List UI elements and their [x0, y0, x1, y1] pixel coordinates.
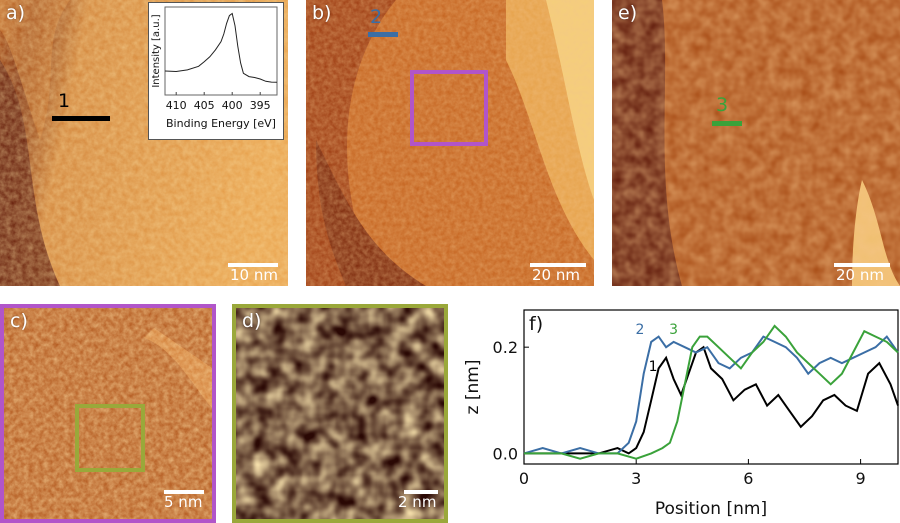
xps-xtick-label: 400 — [222, 99, 243, 112]
scalebar-e — [834, 263, 890, 267]
scalebar-d-label: 2 nm — [398, 493, 437, 511]
roi-box-d — [75, 404, 145, 472]
panel-e-texture — [612, 0, 900, 286]
scalebar-c — [164, 490, 204, 494]
panel-c-label: c) — [10, 310, 28, 332]
panel-a-label: a) — [6, 2, 26, 24]
profile-ylabel: z [nm] — [463, 360, 483, 415]
xps-xtick-label: 395 — [250, 99, 271, 112]
profile-xtick-label: 9 — [856, 469, 866, 488]
panel-c-stm-image: c) 5 nm — [0, 304, 216, 523]
profile-xlabel: Position [nm] — [655, 499, 767, 519]
scalebar-e-label: 20 nm — [836, 266, 884, 284]
profile-xtick-label: 0 — [519, 469, 529, 488]
profile-line-3 — [712, 121, 742, 126]
profile-ytick-label: 0.2 — [493, 338, 518, 357]
panel-d-label: d) — [242, 310, 262, 332]
xps-xtick-label: 410 — [166, 99, 187, 112]
panel-e-stm-image: e) 3 20 nm — [612, 0, 900, 286]
xps-inset: 410 405 400 395 Binding Energy [eV] Intensity… — [148, 2, 284, 140]
panel-b-label: b) — [312, 2, 332, 24]
roi-box-c — [410, 70, 488, 146]
xps-xlabel: Binding Energy [eV] — [166, 117, 276, 130]
profile-xtick-label: 6 — [743, 469, 753, 488]
scalebar-a — [228, 263, 278, 267]
scalebar-c-label: 5 nm — [164, 493, 203, 511]
scalebar-d — [404, 490, 438, 494]
profile-ytick-label: 0.0 — [493, 444, 518, 463]
profile-line-1 — [52, 116, 110, 121]
profile-series-3 — [524, 324, 899, 460]
panel-f-label: f) — [529, 313, 543, 335]
scalebar-a-label: 10 nm — [230, 266, 278, 284]
profile-label-3: 3 — [716, 94, 729, 116]
panel-d-texture — [236, 308, 444, 519]
profile-series-label-1: 1 — [649, 359, 658, 375]
xps-ylabel: Intensity [a.u.] — [151, 14, 162, 87]
profile-label-1: 1 — [58, 90, 71, 112]
profile-chart: 0 3 6 9 0.0 0.2 Position [nm] z [nm] f) 1 2 3 — [463, 309, 899, 519]
xps-spectrum-line — [164, 12, 278, 83]
xps-inset-chart: 410 405 400 395 Binding Energy [eV] Intensity… — [151, 6, 278, 130]
profile-series-2 — [523, 335, 899, 455]
profile-series-label-3: 3 — [669, 322, 678, 338]
xps-xtick-label: 405 — [194, 99, 215, 112]
profile-label-2: 2 — [370, 6, 383, 28]
panel-f-line-profiles: 0 3 6 9 0.0 0.2 Position [nm] z [nm] f) 1 2 3 — [458, 304, 900, 523]
panel-a-stm-image: a) 1 10 nm 410 405 400 395 Binding Energy [e… — [0, 0, 288, 286]
panel-b-stm-image: b) 2 20 nm — [306, 0, 594, 286]
profile-line-2 — [368, 32, 398, 37]
profile-plot-frame — [523, 309, 899, 465]
profile-series-1 — [524, 345, 899, 455]
panel-d-stm-image: d) 2 nm — [232, 304, 448, 523]
profile-series-label-2: 2 — [635, 322, 644, 338]
xps-plot-frame — [164, 6, 278, 96]
panel-c-texture — [4, 308, 212, 519]
scalebar-b — [530, 263, 586, 267]
panel-e-label: e) — [618, 2, 638, 24]
scalebar-b-label: 20 nm — [532, 266, 580, 284]
profile-xtick-label: 3 — [631, 469, 641, 488]
